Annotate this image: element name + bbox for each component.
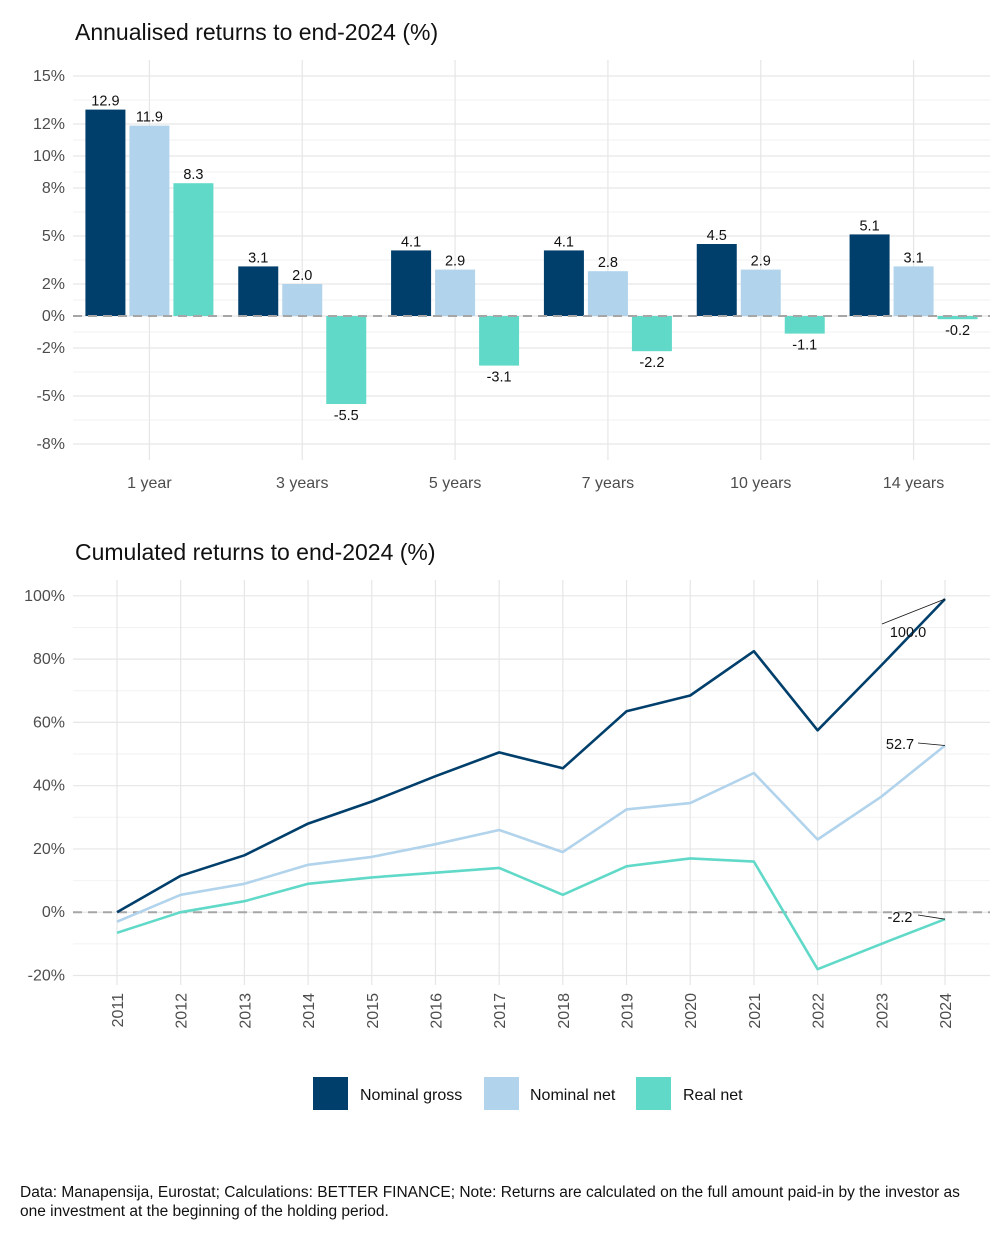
bar-data-label: 2.9 — [751, 254, 771, 270]
line-x-tick-label: 2017 — [492, 993, 509, 1029]
bar-data-label: 2.9 — [445, 254, 465, 270]
bar-nominal-gross-3-years — [238, 266, 279, 316]
line-x-tick-label: 2022 — [811, 993, 828, 1029]
bar-nominal-net-14-years — [893, 266, 934, 316]
bar-y-tick-label: 15% — [33, 68, 65, 85]
bar-x-tick-label: 14 years — [883, 475, 944, 492]
legend-swatch-nominal-net — [484, 1077, 519, 1110]
line-end-label-leader — [917, 914, 946, 920]
line-chart-grid — [73, 580, 990, 985]
legend-swatch-real-net — [636, 1077, 671, 1110]
bar-y-tick-label: -2% — [37, 340, 65, 357]
bar-nominal-net-3-years — [282, 284, 323, 316]
line-end-label-leader — [917, 742, 946, 746]
bar-y-tick-label: 8% — [42, 180, 65, 197]
bar-nominal-gross-14-years — [849, 234, 890, 316]
bar-data-label: 11.9 — [136, 110, 163, 126]
line-chart-title: Cumulated returns to end-2024 (%) — [75, 539, 436, 565]
bar-x-tick-label: 10 years — [730, 475, 791, 492]
line-x-tick-label: 2021 — [747, 993, 764, 1029]
bar-data-label: 3.1 — [248, 250, 268, 266]
line-y-tick-label: 100% — [24, 588, 65, 605]
bar-real-net-1-year — [173, 183, 214, 316]
bar-nominal-gross-5-years — [391, 250, 432, 316]
bar-data-label: 4.1 — [554, 234, 574, 250]
bar-y-tick-label: 0% — [42, 308, 65, 325]
legend-label-nominal-gross: Nominal gross — [360, 1087, 462, 1104]
bar-data-label: 4.5 — [707, 228, 727, 244]
bar-real-net-14-years — [937, 316, 978, 320]
bar-y-tick-label: 10% — [33, 148, 65, 165]
line-end-label-leader — [881, 598, 946, 625]
bar-chart-title: Annualised returns to end-2024 (%) — [75, 19, 438, 45]
line-y-tick-label: 60% — [33, 714, 65, 731]
line-x-tick-label: 2011 — [110, 993, 127, 1028]
line-end-label-nominal-net: 52.7 — [886, 737, 914, 753]
bar-data-label: 12.9 — [91, 94, 119, 110]
bar-y-tick-label: -8% — [37, 436, 65, 453]
bar-data-label: -0.2 — [945, 323, 970, 339]
bar-y-tick-label: 5% — [42, 228, 65, 245]
bar-nominal-net-10-years — [740, 269, 781, 316]
bar-real-net-10-years — [784, 316, 825, 334]
legend: Nominal gross Nominal net Real net — [313, 1077, 743, 1110]
line-end-label-nominal-gross: 100.0 — [890, 625, 926, 641]
line-y-tick-label: -20% — [28, 968, 65, 985]
line-y-tick-label: 20% — [33, 841, 65, 858]
line-x-tick-label: 2012 — [174, 993, 191, 1029]
bar-x-tick-label: 5 years — [429, 475, 481, 492]
bar-data-label: -5.5 — [334, 408, 359, 424]
line-x-tick-label: 2018 — [556, 993, 573, 1029]
bar-y-tick-label: 12% — [33, 116, 65, 133]
bar-real-net-5-years — [479, 316, 520, 366]
line-y-tick-label: 40% — [33, 778, 65, 795]
line-series-real-net — [116, 857, 946, 971]
bar-nominal-gross-7-years — [543, 250, 584, 316]
line-x-tick-label: 2016 — [428, 993, 445, 1029]
bar-chart-marks: -8% -5% -2% 0% 2% 5% 8% 10% 12% 15% 12.9 11.9 8.3 1 y… — [33, 68, 990, 492]
bar-y-tick-label: 2% — [42, 276, 65, 293]
line-x-tick-label: 2014 — [301, 993, 318, 1029]
line-x-tick-label: 2023 — [874, 993, 891, 1029]
line-x-tick-label: 2019 — [620, 993, 637, 1029]
bar-real-net-7-years — [631, 316, 672, 352]
legend-label-real-net: Real net — [683, 1087, 743, 1104]
bar-nominal-net-7-years — [587, 271, 628, 316]
footnote: Data: Manapensija, Eurostat; Calculation… — [20, 1184, 960, 1220]
line-y-tick-label: 80% — [33, 651, 65, 668]
bar-data-label: -1.1 — [792, 338, 817, 354]
bar-data-label: -2.2 — [639, 355, 664, 371]
line-end-label-real-net: -2.2 — [888, 910, 913, 926]
bar-data-label: 3.1 — [903, 250, 923, 266]
bar-data-label: 5.1 — [859, 218, 879, 234]
line-x-tick-label: 2024 — [938, 993, 955, 1029]
bar-y-tick-label: -5% — [37, 388, 65, 405]
bar-x-tick-label: 1 year — [127, 475, 172, 492]
bar-data-label: 4.1 — [401, 234, 421, 250]
bar-data-label: 2.0 — [292, 268, 312, 284]
legend-swatch-nominal-gross — [313, 1077, 348, 1110]
line-x-tick-label: 2015 — [365, 993, 382, 1029]
bar-data-label: 2.8 — [598, 255, 618, 271]
bar-data-label: -3.1 — [487, 370, 512, 386]
bar-data-label: 8.3 — [183, 167, 203, 183]
line-series-nominal-net — [116, 744, 946, 923]
bar-nominal-net-5-years — [435, 269, 476, 316]
line-chart-marks: -20% 0% 20% 40% 60% 80% 100% 2011 2012 2013 2014 20… — [24, 588, 990, 1029]
line-y-tick-label: 0% — [42, 904, 65, 921]
line-x-tick-label: 2020 — [683, 993, 700, 1029]
bar-nominal-gross-10-years — [696, 244, 737, 316]
bar-real-net-3-years — [326, 316, 367, 404]
bar-nominal-gross-1-year — [85, 109, 126, 316]
bar-x-tick-label: 7 years — [582, 475, 634, 492]
legend-label-nominal-net: Nominal net — [530, 1087, 616, 1104]
line-series-nominal-gross — [116, 598, 946, 914]
bar-nominal-net-1-year — [129, 125, 170, 316]
bar-x-tick-label: 3 years — [276, 475, 328, 492]
line-x-tick-label: 2013 — [237, 993, 254, 1029]
